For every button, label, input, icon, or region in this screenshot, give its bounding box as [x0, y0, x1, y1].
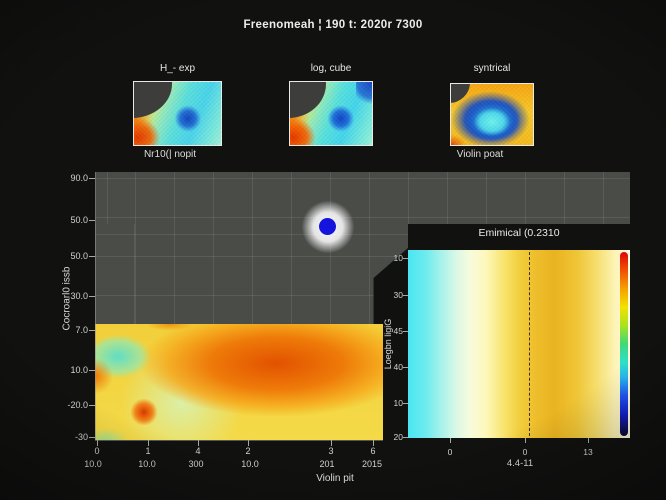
- main-ytick: -20.0: [67, 400, 88, 410]
- main-ytick: 7.0: [75, 325, 88, 335]
- main-xtick-secondary: 201: [319, 459, 335, 469]
- tick-mark: [403, 403, 408, 404]
- tick-mark: [525, 438, 526, 443]
- thumb-label-exp: H_- exp: [159, 63, 195, 74]
- main-plot-gray-panel-top[interactable]: [95, 172, 630, 224]
- main-xtick-secondary: 10.0: [84, 459, 102, 469]
- tick-mark: [89, 178, 95, 179]
- thumb-label-logcube: log, cube: [310, 63, 352, 74]
- inset-colorbar: [620, 252, 628, 436]
- main-ytick: 50.0: [70, 251, 88, 261]
- main-heatmap-band[interactable]: [95, 324, 383, 440]
- inset-ytick: 45: [393, 326, 403, 336]
- inset-ylabel: Loegbn ligiG: [383, 318, 393, 370]
- tick-mark: [97, 440, 98, 446]
- blue-point-marker[interactable]: [319, 218, 336, 235]
- tick-mark: [331, 440, 332, 446]
- inset-dashed-reference-line: [529, 252, 530, 436]
- main-xtick: 6: [370, 446, 376, 456]
- tick-mark: [403, 367, 408, 368]
- inset-ytick: 10: [393, 253, 403, 263]
- main-xtick-secondary: 2015: [361, 459, 383, 469]
- main-xtick-secondary: 10.0: [241, 459, 259, 469]
- thumbnail-heatmap-exp[interactable]: [133, 81, 222, 146]
- inset-ytick: 30: [393, 290, 403, 300]
- tick-mark: [89, 220, 95, 221]
- main-y-spine: [95, 172, 96, 440]
- main-ytick: 10.0: [70, 365, 88, 375]
- tick-mark: [89, 405, 95, 406]
- main-xtick: 1: [145, 446, 151, 456]
- blue-corner-patch: [356, 82, 372, 104]
- inset-ytick: 10: [393, 398, 403, 408]
- main-xtick: 2: [245, 446, 251, 456]
- tick-mark: [89, 296, 95, 297]
- inset-xtick: 0: [447, 447, 453, 457]
- inset-title: Emimical (0.2310: [478, 227, 560, 239]
- inset-ytick: 20: [393, 432, 403, 442]
- main-xtick: 3: [328, 446, 334, 456]
- main-x-spine: [95, 440, 383, 441]
- tick-mark: [403, 331, 408, 332]
- main-xtick-secondary: 10.0: [138, 459, 156, 469]
- thumb-label-syntrical: syntrical: [473, 63, 511, 74]
- thumbnail-heatmap-logcube[interactable]: [289, 81, 373, 146]
- tick-mark: [403, 295, 408, 296]
- inset-ytick: 40: [393, 362, 403, 372]
- tick-mark: [89, 256, 95, 257]
- caption-left: Nr10(| nopit: [143, 149, 197, 160]
- main-plot-gray-panel-left[interactable]: [95, 224, 408, 324]
- caption-right: Violin poat: [456, 149, 504, 160]
- main-xtick: 0: [94, 446, 100, 456]
- main-ytick: 30.0: [70, 291, 88, 301]
- tick-mark: [89, 370, 95, 371]
- tick-mark: [588, 438, 589, 443]
- main-ytick: -30: [74, 432, 88, 442]
- tick-mark: [450, 438, 451, 443]
- tick-mark: [89, 330, 95, 331]
- tick-mark: [403, 437, 408, 438]
- main-xtick: 4: [195, 446, 201, 456]
- main-xlabel: Violin pit: [316, 473, 354, 484]
- inset-heatmap[interactable]: [408, 250, 630, 438]
- tick-mark: [248, 440, 249, 446]
- inset-xtick: 13: [583, 447, 593, 457]
- tick-mark: [148, 440, 149, 446]
- inset-xtick: 0: [522, 447, 528, 457]
- main-ytick: 90.0: [70, 173, 88, 183]
- tick-mark: [373, 440, 374, 446]
- main-xtick-secondary: 300: [188, 459, 204, 469]
- tick-mark: [403, 258, 408, 259]
- thumbnail-heatmap-syntrical[interactable]: [450, 83, 534, 146]
- page-title: Freenomeah ¦ 190 t: 2020r 7300: [243, 19, 423, 31]
- inset-xlabel: 4.4-11: [506, 458, 534, 469]
- tick-mark: [198, 440, 199, 446]
- main-ytick: 50.0: [70, 215, 88, 225]
- tick-mark: [89, 437, 95, 438]
